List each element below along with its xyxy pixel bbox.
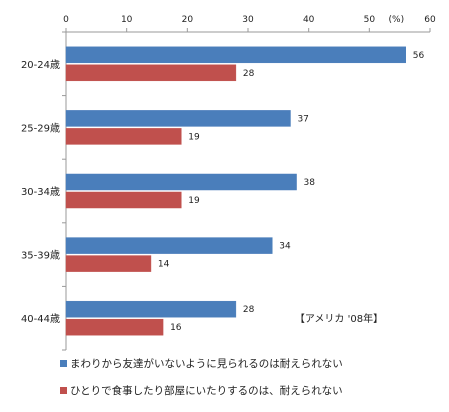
legend-label: まわりから友達がいないように見られるのは耐えられない (70, 357, 343, 370)
x-tick-label: 0 (63, 15, 69, 25)
bar-series-2 (65, 191, 182, 209)
legend: まわりから友達がいないように見られるのは耐えられないひとりで食事したり部屋にいた… (60, 357, 343, 397)
legend-label: ひとりで食事したり部屋にいたりするのは、耐えられない (70, 384, 343, 397)
legend-swatch (60, 360, 67, 367)
data-label: 56 (413, 51, 425, 61)
y-axis: 20-24歳 25-29歳 30-34歳 35-39歳 40-44歳 (21, 31, 67, 351)
bar-series-2 (65, 255, 152, 272)
category-label: 35-39歳 (21, 250, 60, 262)
bar-series-1 (65, 237, 273, 254)
x-tick-label: 50 (364, 15, 376, 25)
x-tick-label: 60 (424, 15, 436, 25)
data-label: 37 (297, 114, 308, 124)
data-label: 34 (279, 242, 291, 252)
bars (65, 46, 406, 336)
bar-series-2 (65, 64, 237, 82)
bar-series-1 (65, 110, 291, 127)
data-label: 14 (158, 260, 170, 270)
x-tick-label: 20 (182, 15, 194, 25)
category-label: 25-29歳 (21, 122, 60, 134)
data-label: 28 (243, 305, 255, 315)
x-tick-label: 10 (121, 15, 133, 25)
legend-swatch (60, 387, 67, 394)
bar-series-1 (65, 46, 406, 64)
bar-series-1 (65, 300, 237, 318)
bar-series-2 (65, 128, 182, 145)
data-label: 19 (188, 132, 200, 142)
category-label: 20-24歳 (21, 59, 60, 71)
category-label: 30-34歳 (21, 186, 60, 198)
bar-series-1 (65, 173, 297, 191)
chart-annotation: 【アメリカ '08年】 (295, 312, 383, 325)
data-label: 19 (188, 196, 200, 206)
x-unit-label: (%) (389, 15, 405, 25)
x-axis: 0 10 20 30 40 50 60 (63, 15, 436, 33)
category-label: 40-44歳 (21, 313, 60, 325)
x-tick-label: 30 (242, 15, 254, 25)
bar-series-2 (65, 318, 164, 336)
data-label: 16 (170, 323, 182, 333)
data-label: 28 (243, 69, 255, 79)
data-label: 38 (304, 178, 316, 188)
data-labels: 56 28 37 19 38 19 34 14 28 16 (158, 51, 425, 333)
x-tick-label: 40 (303, 15, 315, 25)
